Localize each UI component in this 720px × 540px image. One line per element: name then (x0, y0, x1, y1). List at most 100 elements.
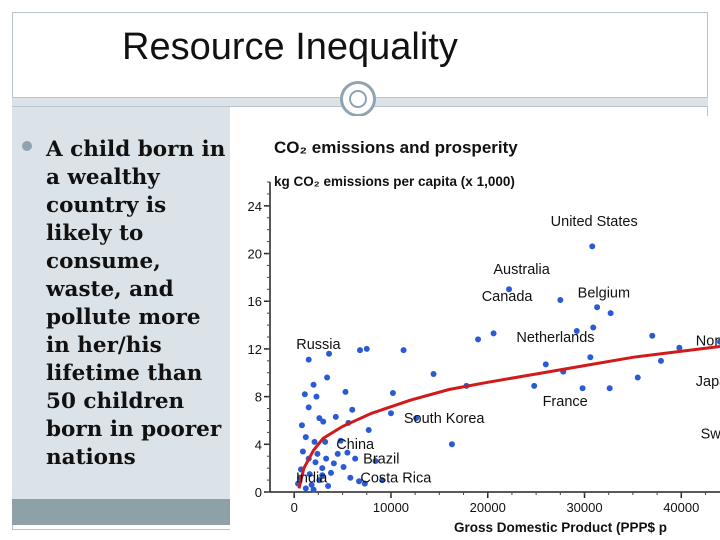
data-point (298, 422, 305, 429)
data-point (413, 415, 420, 422)
data-point (342, 388, 349, 395)
y-tick-label: 20 (248, 247, 262, 262)
x-tick-label: 0 (291, 500, 298, 515)
data-point (379, 477, 386, 484)
data-point (430, 370, 437, 377)
country-label: Costa Rica (360, 470, 432, 486)
data-point (349, 406, 356, 413)
data-point (542, 361, 549, 368)
data-point (310, 486, 317, 493)
data-point (531, 382, 538, 389)
bullet-text: A child born in a wealthy country is lik… (46, 137, 226, 470)
data-point (634, 374, 641, 381)
slide-title: Resource Inequality (122, 26, 458, 68)
x-tick-label: 20000 (470, 500, 506, 515)
data-point (319, 465, 326, 472)
data-point (311, 438, 318, 445)
country-label: India (296, 470, 328, 486)
data-point (316, 415, 323, 422)
data-point (347, 474, 354, 481)
chart-title: CO₂ emissions and prosperity (274, 138, 518, 157)
data-point (302, 485, 309, 492)
data-point (557, 297, 564, 304)
chart-background (230, 116, 720, 540)
data-point (589, 243, 596, 250)
data-point (356, 478, 363, 485)
x-tick-label: 40000 (663, 500, 699, 515)
data-point (387, 410, 394, 417)
data-point (649, 332, 656, 339)
data-point (299, 448, 306, 455)
country-label: South Korea (404, 411, 486, 427)
data-point (332, 413, 339, 420)
country-label: United States (551, 214, 638, 230)
data-point (327, 469, 334, 476)
x-ticks: 0 10000 20000 30000 40000 (291, 492, 706, 515)
bullet-icon (22, 141, 32, 151)
data-point (372, 458, 379, 464)
data-point (340, 463, 347, 470)
data-point (352, 455, 359, 462)
data-point (325, 483, 332, 490)
country-label: Brazil (363, 451, 399, 467)
data-point (305, 404, 312, 411)
data-point (323, 455, 330, 462)
x-tick-label: 10000 (373, 500, 409, 515)
bullet-panel (12, 107, 230, 499)
data-point (308, 481, 315, 488)
co2-chart: CO₂ emissions and prosperity kg CO₂ emis… (230, 116, 720, 540)
y-tick-label: 4 (255, 437, 262, 452)
data-point (316, 477, 323, 484)
data-point (594, 304, 601, 311)
country-labels: United States Australia Canada Belgium Nethe… (296, 214, 720, 486)
y-tick-label: 0 (255, 485, 262, 500)
data-point (314, 450, 321, 457)
data-point (573, 328, 580, 335)
y-ticks: 0 4 8 12 16 20 24 (248, 181, 270, 500)
data-point (363, 345, 370, 352)
country-label: Japa (696, 374, 720, 390)
data-point (320, 418, 327, 425)
data-point (334, 450, 341, 457)
data-point (361, 480, 368, 487)
data-point (322, 438, 329, 445)
data-point (330, 460, 337, 467)
data-point (607, 310, 614, 317)
footer-bar (12, 499, 230, 525)
data-point (590, 324, 597, 331)
data-point (302, 434, 309, 441)
data-point (579, 385, 586, 392)
data-point (389, 390, 396, 397)
data-point (337, 437, 344, 444)
data-point (587, 354, 594, 361)
country-label: Norw (696, 333, 720, 349)
data-point (606, 385, 613, 392)
y-tick-label: 8 (255, 390, 262, 405)
data-point (313, 393, 320, 400)
data-point (357, 347, 363, 354)
x-axis-label: Gross Domestic Product (PPP$ p (454, 520, 667, 535)
country-label: France (543, 394, 588, 410)
data-point (657, 357, 664, 364)
country-label: China (336, 437, 375, 453)
data-point (310, 381, 317, 388)
ring-ornament-icon (340, 81, 376, 117)
y-axis-label: kg CO₂ emissions per capita (x 1,000) (274, 174, 515, 189)
data-point (676, 344, 683, 351)
data-point (448, 441, 455, 448)
country-label: Belgium (578, 286, 630, 302)
data-point (400, 347, 407, 354)
country-label: Netherlands (516, 330, 594, 346)
data-point (324, 374, 331, 381)
data-point (305, 356, 312, 363)
data-point (506, 286, 513, 293)
x-tick-label: 30000 (566, 500, 602, 515)
data-points (295, 243, 720, 493)
data-point (365, 427, 372, 433)
trend-curve (297, 345, 720, 489)
country-label: Canada (482, 289, 534, 305)
data-point (475, 336, 482, 343)
country-label: Russia (296, 337, 341, 353)
ring-inner-icon (349, 90, 367, 108)
y-tick-label: 24 (248, 199, 262, 214)
